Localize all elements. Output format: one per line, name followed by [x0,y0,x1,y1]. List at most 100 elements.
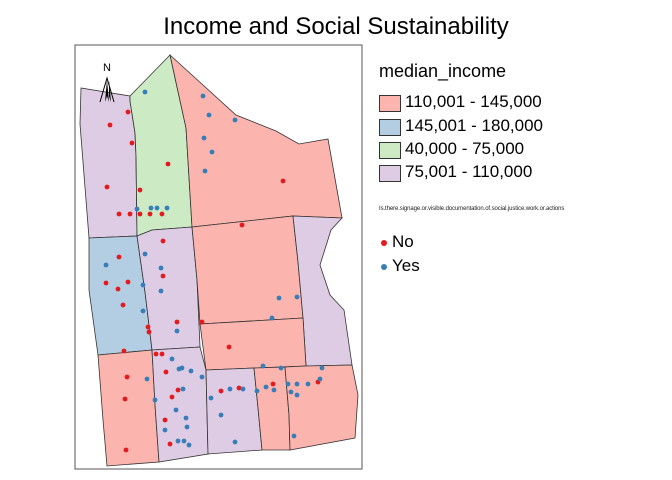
point-no [103,280,109,286]
point-no [160,273,166,279]
point-no [122,396,128,402]
point-yes [140,282,146,288]
point-yes [271,387,277,393]
point-no [280,178,286,184]
point-yes [183,415,189,421]
point-yes [200,93,206,99]
point-yes [184,424,190,430]
point-no [124,374,130,380]
point-yes [154,205,160,211]
point-no [165,161,171,167]
point-no [160,238,166,244]
point-no [153,351,159,357]
point-yes [180,386,186,392]
point-yes [269,315,275,321]
point-yes [227,386,233,392]
point-no [123,447,129,453]
legend-swatch [379,119,401,136]
legend-title: median_income [379,61,507,81]
point-yes [176,366,182,372]
point-yes [232,117,238,123]
point-yes [103,262,109,268]
point-no [199,319,205,325]
point-yes [206,112,212,118]
point-yes [144,376,150,382]
point-no [115,286,121,292]
point-yes [263,384,269,390]
point-yes [158,288,164,294]
point-yes [142,251,148,257]
central-west-tract [136,226,201,351]
points-layer [103,89,325,453]
point-no [162,417,168,423]
point-no [129,140,135,146]
north-arrow-outline [99,76,115,103]
point-no [116,211,122,217]
point-no [163,369,169,375]
east-middle-tract [292,215,353,367]
point-yes [164,205,170,211]
point-yes [291,433,297,439]
point-yes [305,381,311,387]
point-yes [288,389,294,395]
north-arrow-left [105,80,109,102]
point-yes [294,381,300,387]
point-yes [317,376,323,382]
point-no [226,344,232,350]
point-yes [276,295,282,301]
point-yes [278,365,284,371]
point-yes [162,427,168,433]
regions-layer [79,53,359,467]
point-no [137,187,143,193]
north-label: N [103,62,111,74]
point-yes [208,395,214,401]
point-no [159,351,165,357]
point-yes [148,205,154,211]
point-yes [142,89,148,95]
point-yes [199,374,205,380]
point-yes [294,294,300,300]
central-tract [191,215,304,325]
point-yes [134,206,140,212]
south-east-tract [284,364,359,451]
point-no [239,222,245,228]
points-legend-title: Is.there.signage.or.visible.documentatio… [379,206,565,212]
point-yes [201,135,207,141]
point-yes [232,439,238,445]
south-west-tract [97,349,160,467]
point-yes [218,412,224,418]
point-yes [188,368,194,374]
point-no [125,279,131,285]
point-yes [158,265,164,271]
north-east-tract [169,53,343,228]
point-yes [140,308,146,314]
legend-label: 75,001 - 110,000 [405,162,533,181]
north-arrow-icon: N [99,62,115,103]
legend-label: 40,000 - 75,000 [405,139,525,158]
point-yes [186,442,192,448]
points-legend-label: Yes [392,256,420,275]
point-yes [175,438,181,444]
point-yes [169,356,175,362]
point-no [125,109,131,115]
point-no [159,211,165,217]
point-no [167,441,173,447]
point-yes [181,438,187,444]
point-dot-blue [381,264,387,270]
point-yes [173,407,179,413]
point-no [145,324,151,330]
point-yes [202,168,208,174]
point-no [270,381,276,387]
lower-central-tract [199,317,307,371]
point-no [218,388,224,394]
point-no [121,348,127,354]
point-yes [319,365,325,371]
point-yes [240,386,246,392]
point-yes [209,149,215,155]
legend-swatch [379,95,401,112]
point-no [146,329,152,335]
point-no [169,394,175,400]
points-legend-label: No [392,232,414,251]
point-no [137,211,143,217]
point-yes [260,363,266,369]
